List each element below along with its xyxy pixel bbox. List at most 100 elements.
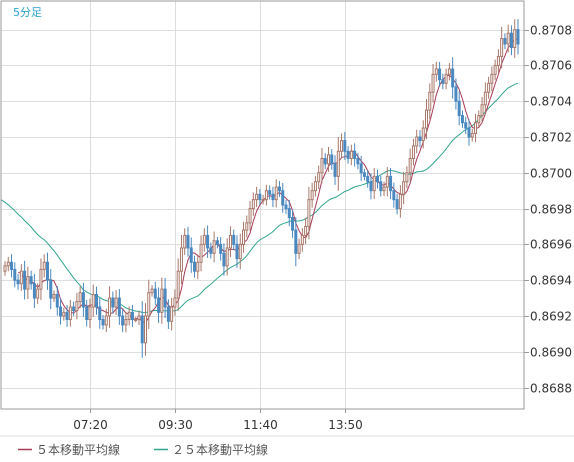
x-tick-label: 07:20 [73, 418, 108, 432]
candle-body-up [474, 122, 478, 134]
candle-body-down [369, 181, 373, 192]
candle-body-down [271, 193, 275, 201]
candle-body-down [81, 292, 85, 308]
candle-body-up [317, 172, 321, 183]
candle [189, 237, 193, 273]
candle [268, 185, 272, 200]
candle-body-up [242, 229, 246, 245]
candle [215, 236, 219, 249]
candle-body-down [130, 311, 134, 321]
candle-body-up [431, 73, 435, 93]
candle [32, 273, 36, 308]
candle-body-down [117, 297, 121, 317]
y-tick-label: 0.8704 [530, 95, 572, 109]
candle [29, 270, 33, 290]
candle-body-down [362, 172, 366, 177]
candle [59, 298, 63, 325]
candle-body-down [323, 157, 327, 165]
candle-body-down [451, 68, 455, 88]
candle [160, 277, 164, 324]
candle [326, 146, 330, 172]
candle-body-down [94, 293, 98, 308]
candle [55, 285, 59, 316]
candle-body-up [228, 234, 232, 249]
y-tick-label: 0.8700 [530, 167, 572, 181]
candle-body-up [124, 319, 128, 326]
candle-body-up [114, 297, 118, 308]
candle-body-up [500, 38, 504, 57]
candle [320, 147, 324, 184]
candle-body-up [326, 154, 330, 165]
candle [444, 68, 448, 90]
candle [398, 185, 402, 218]
candle-body-up [238, 243, 242, 260]
candle [513, 19, 517, 58]
candle [336, 137, 340, 191]
candle [91, 284, 95, 317]
candle [457, 91, 461, 126]
candle-body-down [189, 247, 193, 263]
candle-body-down [359, 163, 363, 174]
candle-body-up [62, 311, 66, 317]
candle [343, 131, 347, 160]
candle [405, 166, 409, 189]
candle [415, 129, 419, 154]
candle [330, 149, 334, 170]
candle [382, 181, 386, 197]
candle [10, 254, 14, 278]
candle [297, 238, 301, 260]
candle-body-down [157, 297, 161, 313]
candle [121, 308, 125, 333]
candle [206, 225, 210, 258]
candle [140, 301, 144, 358]
candle [235, 235, 239, 268]
candle-body-down [209, 247, 213, 254]
candle-body-down [291, 217, 295, 231]
plot-frame [0, 0, 525, 410]
candle [179, 234, 183, 285]
candle-body-up [26, 276, 30, 290]
candle-body-up [264, 190, 268, 201]
candle-body-down [375, 175, 379, 183]
candle [209, 242, 213, 259]
candle-body-up [91, 293, 95, 308]
y-axis-ticks: 0.8708 0.8706 0.8704 0.8702 0.8700 0.8698 0.86… [524, 24, 572, 396]
candle-body-down [16, 279, 20, 285]
candle [45, 252, 49, 290]
candle-body-down [438, 68, 442, 81]
candle [111, 291, 115, 314]
moving-average-lines [0, 37, 519, 324]
candle-body-down [222, 252, 226, 267]
candle [130, 305, 134, 327]
candle [81, 282, 85, 317]
candle-body-up [307, 199, 311, 227]
candle [261, 194, 265, 205]
candle-body-up [340, 140, 344, 152]
candle [379, 175, 383, 197]
candle-body-down [111, 297, 115, 308]
candle-body-up [402, 181, 406, 195]
candle-body-up [150, 288, 154, 294]
candle-body-down [186, 234, 190, 249]
candle-body-up [398, 193, 402, 210]
candle-body-up [144, 315, 148, 344]
y-tick-label: 0.8702 [530, 131, 572, 145]
candle-body-up [274, 186, 278, 201]
candle [411, 138, 415, 166]
candle [245, 215, 249, 238]
candle-body-down [45, 261, 49, 281]
candle-body-down [418, 136, 422, 142]
candle [251, 192, 255, 216]
candle [366, 170, 370, 188]
candle-body-down [232, 234, 236, 245]
candle-body-up [405, 172, 409, 183]
candle [506, 24, 510, 53]
candle [333, 155, 337, 185]
candle [219, 237, 223, 261]
candle-body-up [447, 68, 451, 75]
candle-body-down [441, 79, 445, 84]
legend-label: ２５本移動平均線 [172, 442, 268, 457]
candle [163, 278, 167, 319]
candle-body-up [385, 175, 389, 188]
candle [72, 301, 76, 316]
